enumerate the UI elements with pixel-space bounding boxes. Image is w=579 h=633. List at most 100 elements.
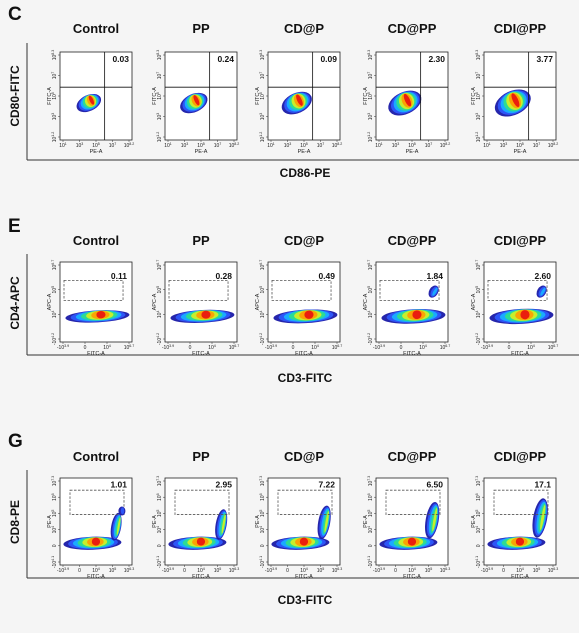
panel-letter-g: G [8, 431, 23, 452]
cd8-arm-layer-4 [540, 504, 546, 531]
y-tick-label: 105 [51, 92, 58, 100]
x-tick-label: 0 [189, 345, 192, 351]
x-tick-label: 101 [59, 142, 67, 149]
y-tick-label: 104 [51, 526, 58, 534]
plot-frame [483, 261, 557, 343]
group-title: PP [192, 449, 210, 464]
x-tick-label: 103 [392, 142, 400, 149]
y-tick-label: 105 [259, 286, 266, 294]
y-tick-label: 105 [475, 92, 482, 100]
x-tick-label: -103.9 [162, 344, 174, 351]
cd4-population-layer-2 [432, 287, 438, 296]
y-tick-label: 103 [51, 113, 58, 121]
density-blob-layer-6 [193, 95, 200, 106]
group-title: PP [192, 233, 210, 248]
x-tick-label: -103.9 [162, 567, 174, 574]
subplot-c-2: PP 101 103 105 107 108.2 108.3 107 105 103 101.2 PE… [152, 21, 239, 155]
y-tick-label: 105 [259, 510, 266, 518]
y-tick-label: 108.3 [475, 50, 482, 61]
x-tick-label: -103.9 [481, 344, 493, 351]
plot-ylabel: PE-A [471, 515, 477, 528]
x-tick-label: 105 [425, 567, 433, 574]
row-xlabel: CD3-FITC [278, 593, 333, 607]
y-tick-label: 104 [475, 311, 482, 319]
row-xlabel: CD86-PE [280, 166, 331, 180]
y-tick-label: 105 [51, 286, 58, 294]
y-tick-label: 107.3 [156, 476, 163, 487]
y-tick-label: -104.2 [51, 333, 58, 345]
plot-ylabel: FITC-A [47, 87, 53, 105]
x-tick-label: 106.7 [548, 344, 559, 351]
plot-frame [375, 261, 449, 343]
y-tick-label: 107 [475, 72, 482, 80]
subplot-e-2: PP -103.9 0 104 106.7 106.7 105 104 -104.2 FITC-A… [152, 233, 239, 357]
y-tick-label: -104.1 [259, 556, 266, 568]
x-tick-label: 107 [425, 142, 433, 149]
x-tick-label: 104 [419, 344, 427, 351]
y-tick-label: 0 [260, 544, 266, 547]
y-tick-label: 106 [51, 493, 58, 501]
y-tick-label: 106.7 [259, 260, 266, 271]
x-tick-label: -103.9 [373, 344, 385, 351]
x-tick-label: 106.7 [124, 344, 135, 351]
y-tick-label: 105 [367, 92, 374, 100]
x-tick-label: 105 [516, 142, 524, 149]
x-tick-label: 0 [400, 345, 403, 351]
x-tick-label: 106.7 [440, 344, 451, 351]
cd8-arm-layer-4 [324, 511, 329, 533]
y-tick-label: -104.1 [475, 556, 482, 568]
y-tick-label: 105 [156, 92, 163, 100]
x-tick-label: 108.2 [229, 142, 240, 149]
gate-percentage: 1.01 [110, 480, 127, 490]
y-tick-label: 103 [367, 113, 374, 121]
subplot-g-5: CDI@PP -103.9 0 104 105 106.3 107.3 106 105 104 0 -… [471, 449, 558, 580]
group-title: Control [73, 21, 119, 36]
dashed-gate [271, 279, 332, 301]
x-tick-label: 105 [533, 567, 541, 574]
plot-xlabel: FITC-A [295, 351, 313, 357]
group-title: Control [73, 449, 119, 464]
plot-xlabel: FITC-A [511, 574, 529, 580]
y-tick-label: 107 [156, 72, 163, 80]
plot-ylabel: FITC-A [363, 87, 369, 105]
panel-c: C CD80-FITC CD86-PE Control 101 103 105 107 108.… [8, 4, 579, 180]
y-tick-label: 105 [475, 510, 482, 518]
cd8-arm-layer-4 [432, 507, 438, 532]
y-tick-label: 107.3 [259, 476, 266, 487]
subplot-g-2: PP -103.9 0 104 105 106.3 107.3 106 105 104 0 -104.… [152, 449, 239, 580]
x-tick-label: 0 [292, 345, 295, 351]
plot-xlabel: PE-A [298, 149, 311, 155]
density-blob-layer-6 [403, 93, 412, 107]
density-band-layer-6 [412, 310, 422, 320]
subplot-e-4: CD@PP -103.9 0 104 106.7 106.7 105 104 -104.2 FIT… [363, 233, 450, 357]
dashed-gate [385, 489, 441, 515]
gate-percentage: 2.60 [534, 271, 551, 281]
y-tick-label: 105 [51, 510, 58, 518]
x-tick-label: 106.3 [229, 567, 240, 574]
x-tick-label: 103 [76, 142, 84, 149]
x-tick-label: 0 [502, 568, 505, 574]
x-tick-label: 108.2 [332, 142, 343, 149]
y-tick-label: 105 [156, 286, 163, 294]
subplot-g-3: CD@P -103.9 0 104 105 106.3 107.3 106 105 104 0 -10… [255, 449, 342, 580]
y-tick-label: 104 [51, 311, 58, 319]
plot-xlabel: PE-A [514, 149, 527, 155]
x-tick-label: 101 [483, 142, 491, 149]
x-tick-label: 103 [181, 142, 189, 149]
plot-xlabel: FITC-A [87, 351, 105, 357]
x-tick-label: 101 [267, 142, 275, 149]
x-tick-label: 104 [527, 344, 535, 351]
y-tick-label: 0 [52, 544, 58, 547]
x-tick-label: 103 [284, 142, 292, 149]
x-tick-label: 108.2 [440, 142, 451, 149]
y-tick-label: 0 [368, 544, 374, 547]
x-tick-label: 107 [533, 142, 541, 149]
y-tick-label: 107 [259, 72, 266, 80]
plot-xlabel: PE-A [195, 149, 208, 155]
x-tick-label: 106.3 [548, 567, 559, 574]
plot-xlabel: FITC-A [192, 351, 210, 357]
x-tick-label: 101 [375, 142, 383, 149]
plot-xlabel: FITC-A [403, 351, 421, 357]
x-tick-label: 0 [394, 568, 397, 574]
density-band-layer-6 [201, 310, 211, 319]
